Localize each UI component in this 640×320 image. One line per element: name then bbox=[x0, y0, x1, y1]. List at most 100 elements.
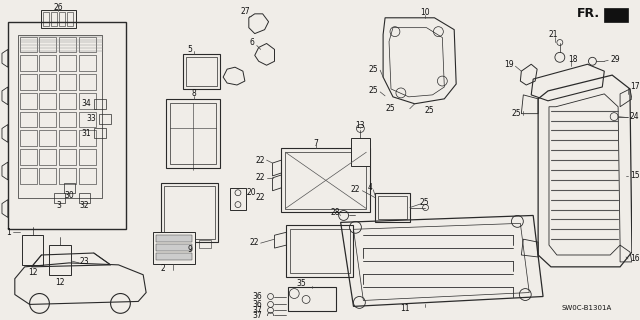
Text: 28: 28 bbox=[331, 208, 340, 217]
Bar bbox=[156, 235, 191, 242]
Text: 6: 6 bbox=[250, 38, 254, 47]
Text: 3: 3 bbox=[57, 201, 61, 210]
Bar bbox=[60, 168, 76, 184]
Bar bbox=[18, 35, 102, 198]
Bar bbox=[79, 131, 96, 146]
Bar bbox=[40, 112, 56, 127]
Text: 12: 12 bbox=[28, 268, 37, 277]
Bar bbox=[153, 232, 195, 264]
Text: 29: 29 bbox=[610, 55, 620, 64]
Text: 24: 24 bbox=[630, 112, 639, 121]
Bar bbox=[67, 12, 73, 26]
Text: 36: 36 bbox=[252, 300, 262, 309]
Bar bbox=[60, 112, 76, 127]
Bar bbox=[79, 193, 90, 203]
Text: 5: 5 bbox=[187, 45, 192, 54]
Bar bbox=[60, 12, 65, 26]
Text: 20: 20 bbox=[247, 188, 257, 197]
Text: 27: 27 bbox=[240, 7, 250, 16]
Bar bbox=[94, 99, 106, 109]
Text: 15: 15 bbox=[630, 172, 639, 180]
Bar bbox=[351, 138, 371, 166]
Text: 16: 16 bbox=[630, 254, 639, 263]
Bar bbox=[40, 36, 56, 52]
Bar bbox=[20, 93, 36, 109]
Bar bbox=[20, 168, 36, 184]
Bar bbox=[44, 12, 49, 26]
Text: 19: 19 bbox=[504, 60, 513, 69]
Bar bbox=[22, 235, 44, 265]
Bar bbox=[200, 240, 211, 248]
Bar bbox=[51, 12, 57, 26]
Text: 30: 30 bbox=[64, 191, 74, 200]
Polygon shape bbox=[604, 8, 628, 22]
Bar bbox=[166, 240, 178, 248]
Text: 25: 25 bbox=[425, 106, 435, 115]
Text: 37: 37 bbox=[252, 306, 262, 315]
Text: 22: 22 bbox=[249, 238, 259, 247]
Bar bbox=[60, 55, 76, 71]
Text: 25: 25 bbox=[369, 65, 378, 74]
Bar bbox=[99, 114, 111, 124]
Bar bbox=[282, 148, 371, 212]
Text: 18: 18 bbox=[568, 55, 577, 64]
Bar bbox=[156, 253, 191, 260]
Bar bbox=[285, 152, 366, 209]
Bar bbox=[79, 149, 96, 165]
Bar bbox=[79, 168, 96, 184]
Bar bbox=[40, 55, 56, 71]
Bar bbox=[40, 93, 56, 109]
Bar bbox=[60, 36, 76, 52]
Text: 26: 26 bbox=[54, 4, 63, 12]
Bar bbox=[164, 186, 215, 239]
Text: 25: 25 bbox=[369, 86, 378, 95]
Text: 25: 25 bbox=[385, 104, 395, 113]
Text: 36: 36 bbox=[252, 292, 262, 301]
Text: 12: 12 bbox=[56, 278, 65, 287]
Text: 22: 22 bbox=[255, 193, 264, 202]
Bar bbox=[375, 193, 410, 222]
Bar bbox=[79, 112, 96, 127]
Text: 21: 21 bbox=[548, 30, 557, 39]
Text: 17: 17 bbox=[630, 83, 639, 92]
Bar bbox=[288, 287, 336, 311]
Text: 4: 4 bbox=[368, 183, 372, 192]
Bar bbox=[60, 74, 76, 90]
Bar bbox=[156, 244, 191, 251]
Bar bbox=[20, 74, 36, 90]
Bar bbox=[94, 129, 106, 138]
Bar bbox=[40, 74, 56, 90]
Bar bbox=[378, 196, 407, 220]
Text: 31: 31 bbox=[81, 129, 91, 138]
Bar bbox=[40, 149, 56, 165]
Text: FR.: FR. bbox=[577, 7, 600, 20]
Bar bbox=[20, 131, 36, 146]
Bar bbox=[60, 131, 76, 146]
Bar bbox=[20, 36, 36, 52]
Text: 10: 10 bbox=[420, 8, 429, 17]
Bar bbox=[60, 93, 76, 109]
Bar bbox=[40, 168, 56, 184]
Bar bbox=[20, 112, 36, 127]
Bar bbox=[79, 93, 96, 109]
Text: 22: 22 bbox=[351, 185, 360, 194]
Bar bbox=[161, 183, 218, 242]
Text: 37: 37 bbox=[252, 311, 262, 320]
Text: 1: 1 bbox=[6, 228, 11, 237]
Text: SW0C-B1301A: SW0C-B1301A bbox=[562, 305, 612, 311]
Bar bbox=[49, 245, 71, 275]
Text: 13: 13 bbox=[356, 121, 365, 130]
Text: 22: 22 bbox=[255, 173, 264, 182]
Text: 23: 23 bbox=[79, 257, 89, 267]
Bar bbox=[79, 74, 96, 90]
Bar bbox=[20, 55, 36, 71]
Text: 9: 9 bbox=[187, 244, 192, 253]
Bar bbox=[182, 54, 220, 89]
Text: 25: 25 bbox=[420, 198, 429, 207]
Bar bbox=[182, 240, 195, 248]
Bar bbox=[42, 10, 76, 28]
Bar bbox=[166, 99, 220, 168]
Text: 34: 34 bbox=[81, 99, 91, 108]
Text: 8: 8 bbox=[191, 89, 196, 98]
Bar bbox=[286, 225, 353, 277]
